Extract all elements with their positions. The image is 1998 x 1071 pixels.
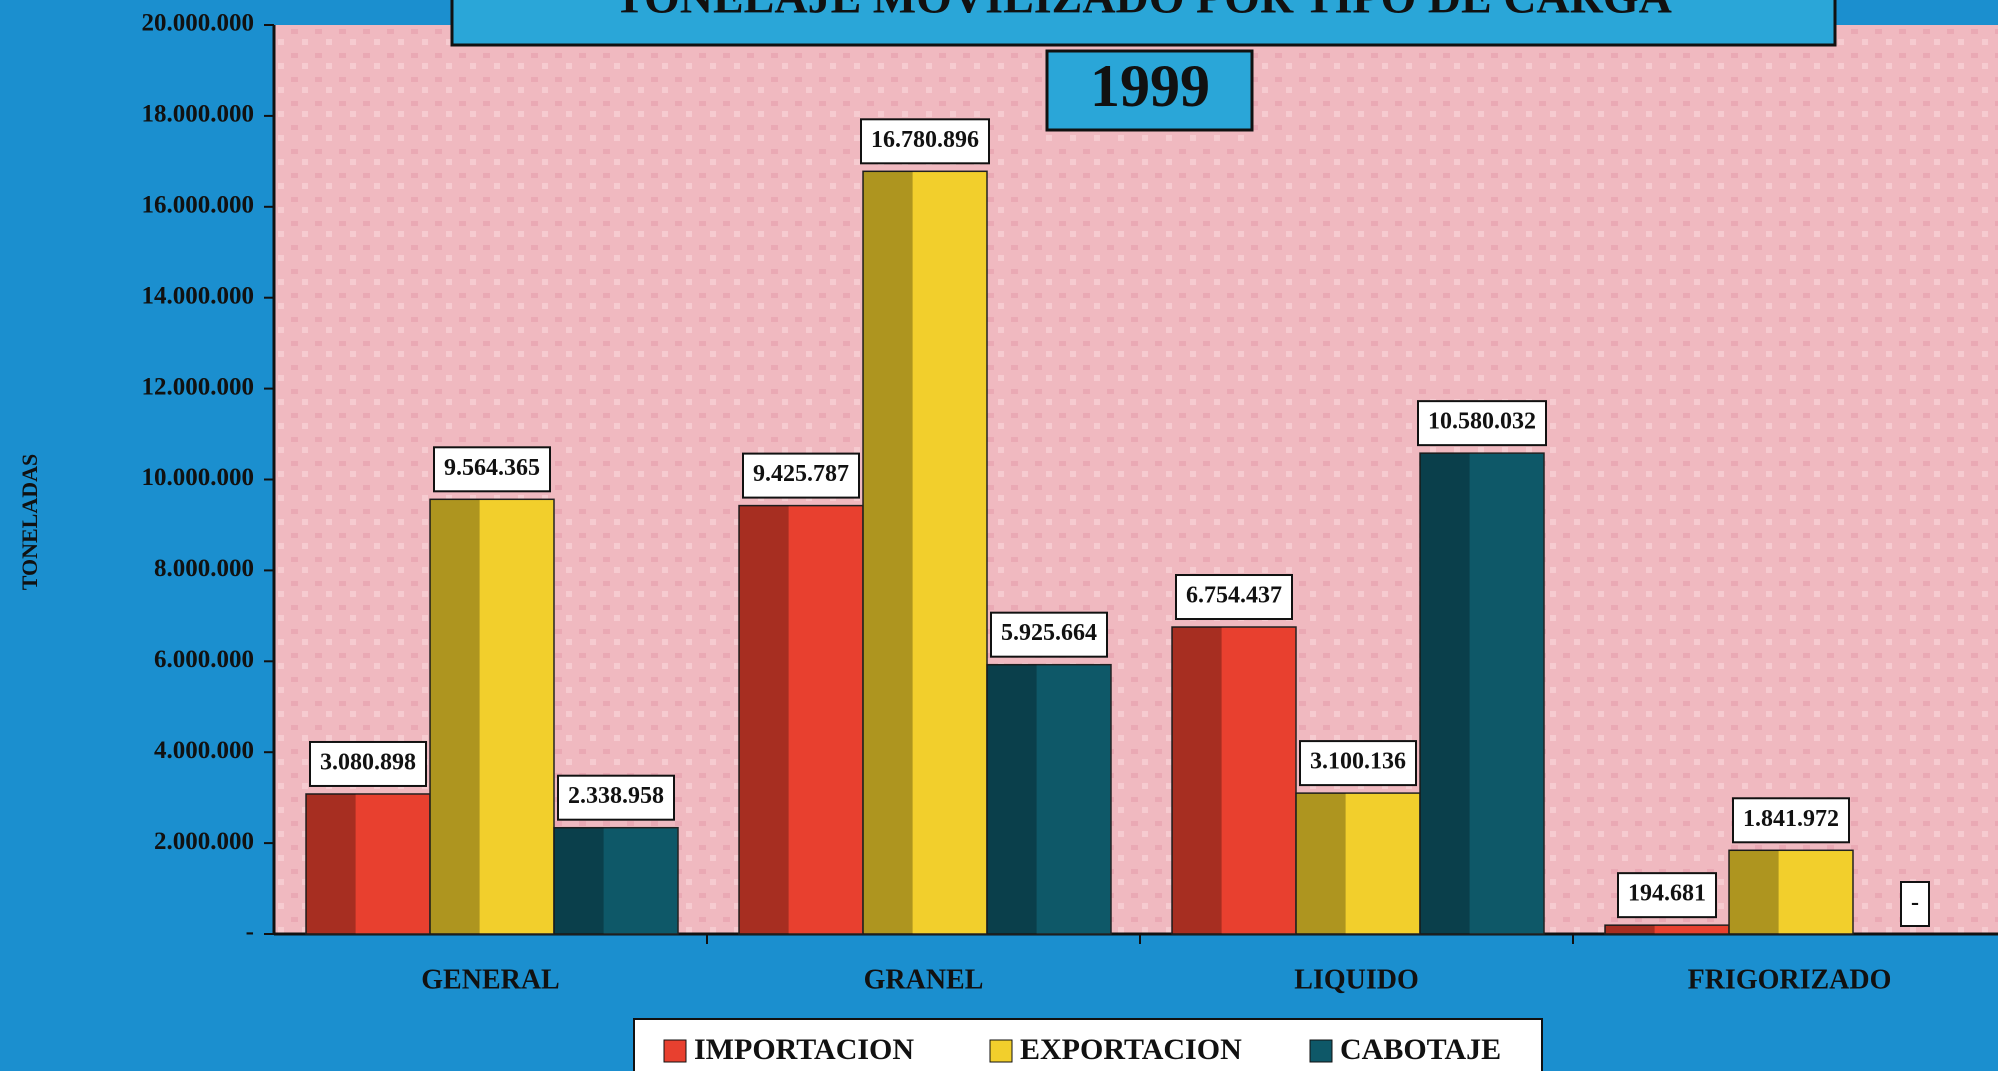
bar xyxy=(1419,452,1545,935)
y-tick-label: 20.000.000 xyxy=(142,10,255,37)
y-tick-label: 2.000.000 xyxy=(154,828,254,855)
legend-label: CABOTAJE xyxy=(1340,1033,1501,1066)
x-tick-label: GRANEL xyxy=(864,964,984,995)
y-tick-label: 4.000.000 xyxy=(154,737,254,764)
data-label-box xyxy=(309,740,427,787)
y-tick-label: 18.000.000 xyxy=(142,101,255,128)
bar-shade xyxy=(1605,925,1655,934)
data-label-box xyxy=(742,452,860,499)
data-label-box xyxy=(1617,872,1717,919)
subtitle-box xyxy=(1045,49,1254,132)
data-label: 16.780.896 xyxy=(871,127,979,153)
data-label: 9.564.365 xyxy=(444,455,540,481)
legend-label: EXPORTACION xyxy=(1020,1033,1242,1066)
bar-shade xyxy=(1296,793,1346,934)
data-label: 1.841.972 xyxy=(1743,806,1839,832)
bar xyxy=(305,793,431,935)
bar-shade xyxy=(1420,453,1470,934)
data-label-box xyxy=(1900,881,1930,927)
data-label-box xyxy=(1732,797,1850,844)
data-label: 3.080.898 xyxy=(320,749,416,775)
bar-shade xyxy=(1729,850,1779,934)
data-label-box xyxy=(860,118,990,165)
chart-title: TONELAJE MOVILIZADO POR TIPO DE CARGA xyxy=(614,0,1672,23)
y-tick-label: 12.000.000 xyxy=(142,373,255,400)
legend-swatch xyxy=(663,1039,687,1063)
x-tick-label: FRIGORIZADO xyxy=(1688,964,1892,995)
y-tick-label: 16.000.000 xyxy=(142,192,255,219)
bar-shade xyxy=(987,664,1037,934)
data-label: - xyxy=(1911,890,1919,916)
data-label-box xyxy=(1417,400,1547,447)
bar-shade xyxy=(430,499,480,934)
data-label-box xyxy=(433,446,551,493)
y-tick-label: 6.000.000 xyxy=(154,646,254,673)
x-tick-label: GENERAL xyxy=(421,964,559,995)
x-tick-label: LIQUIDO xyxy=(1294,964,1418,995)
data-label-box xyxy=(990,611,1108,658)
bar-shade xyxy=(863,171,913,934)
bar-shade xyxy=(1172,627,1222,934)
data-label: 3.100.136 xyxy=(1310,749,1406,775)
legend xyxy=(633,1018,1543,1071)
y-axis-label: TONELADAS xyxy=(17,454,42,591)
y-tick-label: 8.000.000 xyxy=(154,555,254,582)
bar-shade xyxy=(554,827,604,934)
bar xyxy=(738,504,864,935)
bar xyxy=(862,170,988,935)
legend-label: IMPORTACION xyxy=(694,1033,914,1066)
bar xyxy=(429,498,555,935)
y-tick-label: 10.000.000 xyxy=(142,464,255,491)
data-label: 6.754.437 xyxy=(1186,583,1282,609)
data-label-box xyxy=(557,774,675,821)
legend-swatch xyxy=(1309,1039,1333,1063)
data-label: 2.338.958 xyxy=(568,783,664,809)
data-label: 194.681 xyxy=(1628,881,1706,907)
y-tick-label: - xyxy=(246,919,254,946)
legend-swatch xyxy=(989,1039,1013,1063)
bar xyxy=(1728,849,1854,935)
data-label-box xyxy=(1175,574,1293,621)
bar-shade xyxy=(306,793,356,934)
bar xyxy=(986,663,1112,935)
data-label-box xyxy=(1299,740,1417,787)
data-label: 9.425.787 xyxy=(753,461,849,487)
bar xyxy=(1171,626,1297,935)
chart-subtitle: 1999 xyxy=(1090,53,1210,119)
data-label: 5.925.664 xyxy=(1001,620,1097,646)
bar xyxy=(553,826,679,935)
bar-shade xyxy=(739,505,789,934)
y-tick-label: 14.000.000 xyxy=(142,282,255,309)
bar xyxy=(1295,792,1421,935)
data-label: 10.580.032 xyxy=(1428,409,1536,435)
title-box xyxy=(450,0,1837,47)
